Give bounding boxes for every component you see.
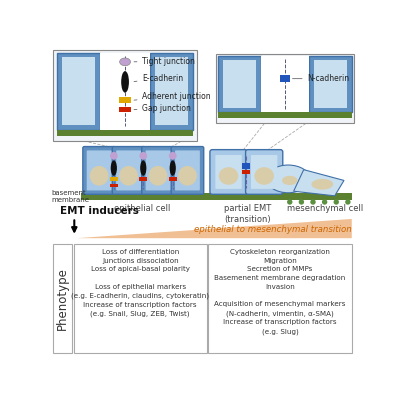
FancyBboxPatch shape	[251, 155, 277, 189]
Bar	[314, 60, 347, 108]
Ellipse shape	[310, 199, 316, 205]
Bar	[242, 170, 250, 174]
Ellipse shape	[120, 58, 131, 66]
Bar	[110, 177, 118, 181]
Text: Adherent junction: Adherent junction	[134, 92, 211, 101]
FancyBboxPatch shape	[146, 150, 170, 190]
Bar	[309, 56, 352, 112]
Ellipse shape	[333, 199, 339, 205]
Bar	[223, 60, 257, 108]
Ellipse shape	[169, 152, 177, 160]
Text: Loss of differentiation
Junctions dissociation
Loss of apical-basal polarity

Lo: Loss of differentiation Junctions dissoc…	[71, 249, 209, 317]
Bar	[169, 177, 177, 181]
Text: epithelial to mesenchymal transition: epithelial to mesenchymal transition	[194, 225, 352, 234]
Bar	[53, 244, 72, 353]
Bar	[216, 54, 354, 124]
Bar	[280, 75, 290, 82]
Text: epithelial cell: epithelial cell	[114, 204, 171, 212]
Text: mesenchymal cell: mesenchymal cell	[286, 204, 363, 212]
FancyBboxPatch shape	[142, 146, 174, 194]
FancyBboxPatch shape	[210, 150, 247, 194]
Bar	[74, 244, 207, 353]
Ellipse shape	[254, 167, 274, 185]
FancyBboxPatch shape	[116, 150, 141, 190]
Bar	[62, 57, 95, 125]
Bar	[53, 50, 197, 141]
FancyBboxPatch shape	[171, 146, 204, 194]
Ellipse shape	[148, 166, 168, 186]
Bar	[155, 57, 188, 125]
Ellipse shape	[311, 179, 333, 190]
FancyBboxPatch shape	[87, 150, 112, 190]
Bar	[100, 53, 150, 130]
Ellipse shape	[219, 167, 238, 185]
Polygon shape	[293, 170, 344, 196]
Bar	[119, 106, 131, 112]
Bar	[119, 97, 131, 103]
Bar	[150, 53, 193, 130]
Bar	[57, 53, 100, 130]
Ellipse shape	[267, 165, 310, 193]
Text: Tight junction: Tight junction	[134, 56, 195, 66]
FancyBboxPatch shape	[175, 150, 200, 190]
Ellipse shape	[140, 160, 147, 176]
Ellipse shape	[282, 176, 297, 185]
Ellipse shape	[287, 199, 293, 205]
FancyBboxPatch shape	[215, 155, 242, 189]
Ellipse shape	[139, 152, 147, 160]
Bar	[208, 244, 352, 353]
Bar	[57, 130, 193, 136]
Bar	[219, 112, 352, 118]
Ellipse shape	[89, 166, 109, 186]
Ellipse shape	[345, 199, 350, 205]
Text: partial EMT
(transition): partial EMT (transition)	[223, 204, 271, 224]
Text: E-cadherin: E-cadherin	[134, 74, 184, 82]
Text: EMT inducers: EMT inducers	[60, 206, 139, 216]
Bar	[242, 163, 250, 169]
Ellipse shape	[121, 71, 129, 93]
Ellipse shape	[169, 160, 176, 176]
FancyBboxPatch shape	[112, 146, 145, 194]
Text: Gap junction: Gap junction	[134, 104, 191, 113]
Text: Phenotype: Phenotype	[56, 267, 69, 330]
Bar	[139, 177, 147, 181]
Ellipse shape	[111, 160, 117, 176]
Bar	[80, 193, 352, 200]
Polygon shape	[76, 219, 352, 238]
Text: basement
membrane: basement membrane	[52, 190, 90, 203]
Text: Cytoskeleton reorganization
Migration
Secretion of MMPs
Basemenent membrane degr: Cytoskeleton reorganization Migration Se…	[214, 249, 346, 335]
Bar	[110, 184, 118, 187]
Ellipse shape	[110, 152, 118, 160]
Ellipse shape	[322, 199, 327, 205]
FancyBboxPatch shape	[83, 146, 115, 194]
FancyBboxPatch shape	[246, 150, 283, 194]
Bar	[261, 56, 309, 112]
Ellipse shape	[119, 166, 138, 186]
Text: N-cadherin: N-cadherin	[293, 74, 350, 83]
Ellipse shape	[299, 199, 304, 205]
Ellipse shape	[178, 166, 197, 186]
Bar	[219, 56, 261, 112]
